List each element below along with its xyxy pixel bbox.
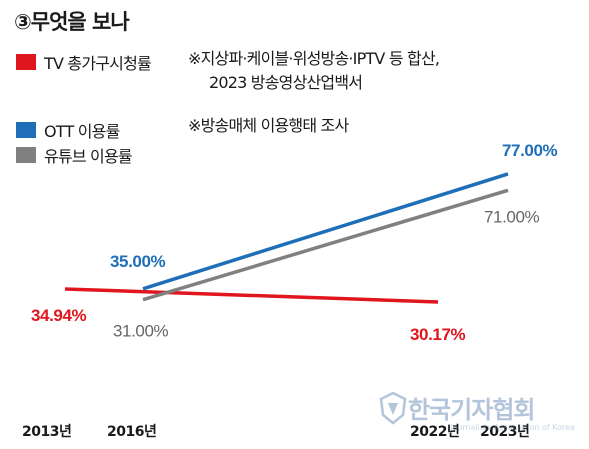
legend-swatch-tv bbox=[16, 54, 36, 70]
legend-swatch-youtube bbox=[16, 147, 36, 163]
x-tick-label-0: 2013년 bbox=[22, 424, 71, 440]
series-line-tv bbox=[64, 287, 439, 304]
data-label-tv-1: 30.17% bbox=[410, 325, 466, 344]
data-label-tv-0: 34.94% bbox=[31, 306, 87, 325]
data-label-youtube-0: 31.00% bbox=[113, 322, 169, 341]
watermark-subtext: Journalists Association of Korea bbox=[450, 423, 575, 432]
legend-item-ott: OTT 이용률 bbox=[16, 118, 120, 142]
data-label-ott-1: 77.00% bbox=[502, 141, 558, 160]
x-tick-label-1: 2016년 bbox=[107, 424, 156, 440]
data-label-youtube-1: 71.00% bbox=[484, 207, 540, 226]
legend-label-tv: TV 총가구시청률 bbox=[44, 54, 152, 73]
series-line-youtube bbox=[142, 188, 509, 302]
chart-title: ③무엇을 보나 bbox=[14, 10, 130, 34]
x-tick-label-3: 2023년 bbox=[480, 424, 529, 440]
tv-source-note-line2: 2023 방송영상산업백서 bbox=[209, 73, 363, 92]
legend-label-youtube: 유튜브 이용률 bbox=[44, 147, 133, 166]
association-emblem-icon bbox=[379, 391, 407, 425]
legend-item-youtube: 유튜브 이용률 bbox=[16, 143, 133, 167]
legend-label-ott: OTT 이용률 bbox=[44, 122, 120, 141]
legend-item-tv: TV 총가구시청률 bbox=[16, 50, 152, 74]
tv-source-note-line1: ※지상파·케이블·위성방송·IPTV 등 합산, bbox=[188, 49, 440, 68]
data-label-ott-0: 35.00% bbox=[110, 252, 166, 271]
series-line-ott bbox=[142, 172, 509, 291]
x-tick-label-2: 2022년 bbox=[410, 424, 459, 440]
legend-swatch-ott bbox=[16, 122, 36, 138]
watermark-text: 한국기자협회 bbox=[408, 396, 535, 424]
watermark: 한국기자협회 Journalists Association of Korea bbox=[378, 390, 575, 432]
ott-source-note: ※방송매체 이용행태 조사 bbox=[188, 116, 349, 135]
